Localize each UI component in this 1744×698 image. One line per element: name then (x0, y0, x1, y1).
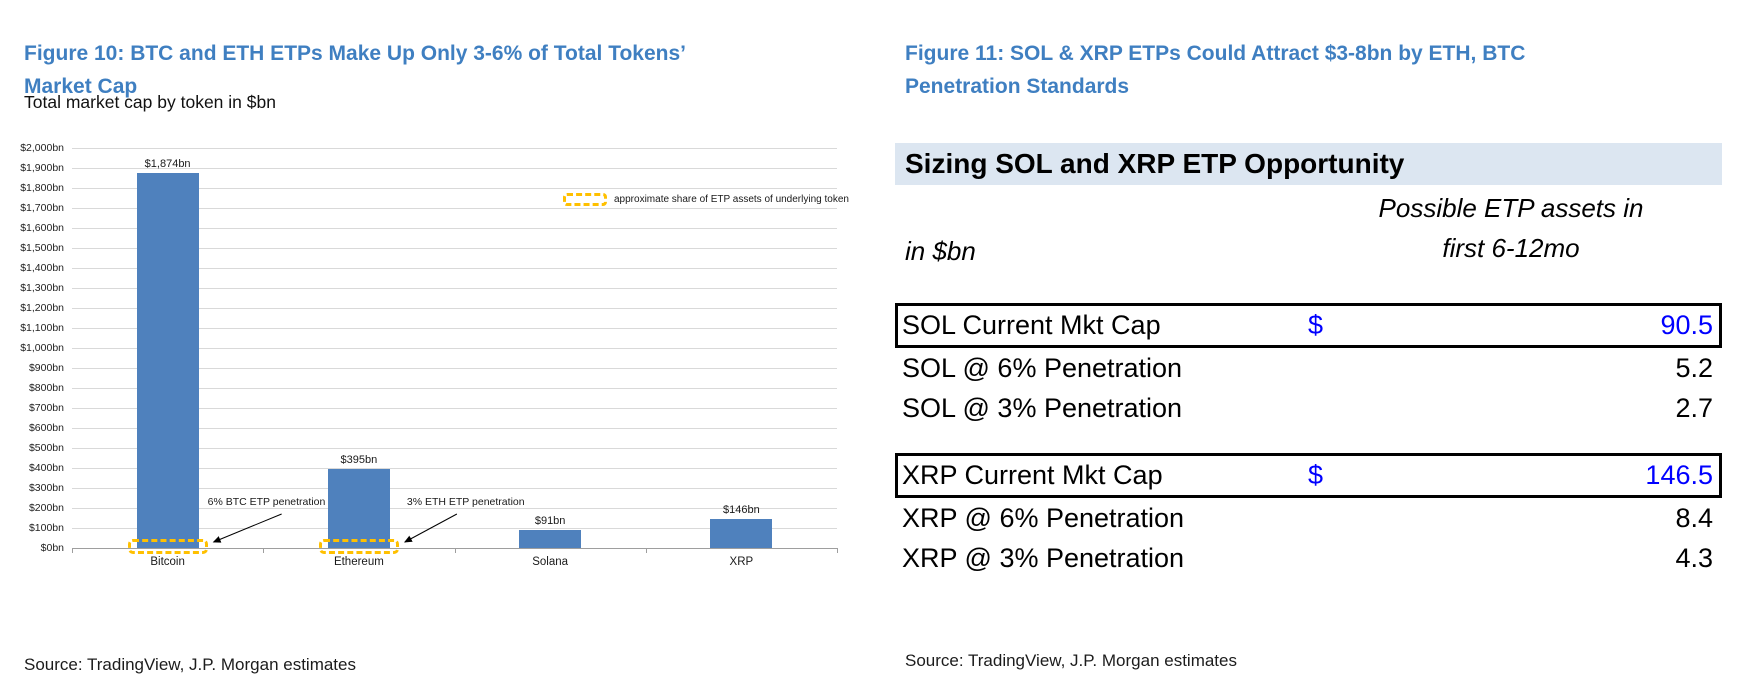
row-value: 2.7 (1675, 392, 1713, 423)
table-row: SOL Current Mkt Cap $90.5 (895, 303, 1722, 348)
row-label: SOL @ 3% Penetration (902, 392, 1183, 423)
sizing-table-body: SOL Current Mkt Cap $90.5 SOL @ 6% Penetra… (895, 303, 1722, 578)
y-axis-tick-label: $900bn (28, 362, 64, 374)
row-value: 4.3 (1675, 542, 1713, 573)
bar-solana (519, 529, 582, 548)
y-axis-tick-label: $100bn (28, 522, 64, 534)
gridline (72, 328, 837, 329)
x-axis-category-label: Solana (532, 556, 569, 568)
table-row: XRP @ 3% Penetration 4.3 (895, 538, 1722, 578)
gridline (72, 308, 837, 309)
y-axis-tick-label: $1,600bn (20, 222, 64, 234)
figure10-subtitle: Total market cap by token in $bn (24, 92, 276, 112)
bar-bitcoin (136, 173, 199, 548)
figure11-title: Figure 11: SOL & XRP ETPs Could Attract … (905, 42, 1526, 99)
gridline (72, 248, 837, 249)
row-label: XRP @ 3% Penetration (902, 542, 1185, 573)
row-value: 146.5 (1645, 460, 1713, 490)
table-unit-label: in $bn (905, 236, 976, 266)
y-axis-tick-label: $2,000bn (20, 142, 64, 154)
currency-symbol: $ (1308, 460, 1324, 490)
row-label: XRP @ 6% Penetration (902, 502, 1185, 533)
y-axis-tick-label: $1,300bn (20, 282, 64, 294)
row-label: SOL @ 6% Penetration (902, 352, 1183, 383)
row-value: 8.4 (1675, 502, 1713, 533)
gridline (72, 348, 837, 349)
figure10-title: Figure 10: BTC and ETH ETPs Make Up Only… (24, 42, 685, 99)
table-row: SOL @ 6% Penetration 5.2 (895, 348, 1722, 388)
row-label: SOL Current Mkt Cap (902, 310, 1161, 340)
gridline (72, 508, 837, 509)
gridline (72, 388, 837, 389)
bar-xrp (710, 518, 773, 548)
gridline (72, 188, 837, 189)
y-axis-tick-label: $1,400bn (20, 262, 64, 274)
x-axis-boundary-tick (454, 548, 456, 553)
x-axis-boundary-tick (263, 548, 265, 553)
bar-value-label: $91bn (534, 514, 566, 527)
etp-share-dashed-box (127, 539, 208, 554)
y-axis-tick-label: $500bn (28, 442, 64, 454)
chart-legend: approximate share of ETP assets of under… (558, 191, 854, 208)
y-axis-tick-label: $200bn (28, 502, 64, 514)
y-axis-tick-label: $1,700bn (20, 202, 64, 214)
y-axis-tick-label: $1,500bn (20, 242, 64, 254)
gridline (72, 468, 837, 469)
annotation-label: 6% BTC ETP penetration (207, 496, 326, 508)
figure11-source: Source: TradingView, J.P. Morgan estimat… (905, 651, 1237, 670)
dashed-box-legend-swatch (563, 193, 607, 206)
figure10-source: Source: TradingView, J.P. Morgan estimat… (24, 655, 356, 674)
etp-share-dashed-box (318, 539, 399, 554)
x-axis-category-label: Bitcoin (150, 556, 185, 568)
legend-label: approximate share of ETP assets of under… (614, 194, 849, 205)
y-axis-tick-label: $600bn (28, 422, 64, 434)
bar-value-label: $395bn (340, 454, 378, 466)
value-header-line2: first 6-12mo (1442, 233, 1580, 263)
gridline (72, 368, 837, 369)
market-cap-bar-chart: approximate share of ETP assets of under… (0, 0, 870, 640)
table-row: XRP Current Mkt Cap $146.5 (895, 453, 1722, 498)
y-axis-tick-label: $0bn (40, 542, 64, 554)
table-value-column-header: Possible ETP assets in first 6-12mo (1310, 188, 1712, 268)
y-axis-tick-label: $300bn (28, 482, 64, 494)
gridline (72, 168, 837, 169)
row-label: XRP Current Mkt Cap (902, 460, 1163, 490)
y-axis-tick-label: $1,800bn (20, 182, 64, 194)
gridline (72, 268, 837, 269)
value-header-line1: Possible ETP assets in (1378, 193, 1644, 223)
currency-symbol: $ (1308, 310, 1324, 340)
bar-ethereum (327, 469, 390, 548)
table-title: Sizing SOL and XRP ETP Opportunity (895, 143, 1722, 185)
y-axis-tick-label: $1,000bn (20, 342, 64, 354)
table-row: SOL @ 3% Penetration 2.7 (895, 388, 1722, 428)
bar-value-label: $1,874bn (144, 158, 191, 171)
x-axis-boundary-tick (837, 548, 838, 553)
row-value: 5.2 (1675, 352, 1713, 383)
y-axis-tick-label: $800bn (28, 382, 64, 394)
table-row-spacer (895, 428, 1722, 453)
bar-value-label: $146bn (723, 503, 760, 516)
annotation-label: 3% ETH ETP penetration (406, 496, 525, 508)
row-value: 90.5 (1660, 310, 1713, 340)
x-axis-boundary-tick (72, 548, 73, 553)
gridline (72, 488, 837, 489)
gridline (72, 408, 837, 409)
gridline (72, 428, 837, 429)
gridline (72, 448, 837, 449)
y-axis-tick-label: $400bn (28, 462, 64, 474)
y-axis-tick-label: $1,100bn (20, 322, 64, 334)
y-axis-tick-label: $1,200bn (20, 302, 64, 314)
gridline (72, 208, 837, 209)
gridline (72, 148, 837, 149)
x-axis-category-label: Ethereum (333, 556, 384, 568)
y-axis-tick-label: $700bn (28, 402, 64, 414)
x-axis-boundary-tick (645, 548, 647, 553)
gridline (72, 288, 837, 289)
gridline (72, 228, 837, 229)
table-row: XRP @ 6% Penetration 8.4 (895, 498, 1722, 538)
x-axis-category-label: XRP (729, 556, 754, 568)
y-axis-tick-label: $1,900bn (20, 162, 64, 174)
